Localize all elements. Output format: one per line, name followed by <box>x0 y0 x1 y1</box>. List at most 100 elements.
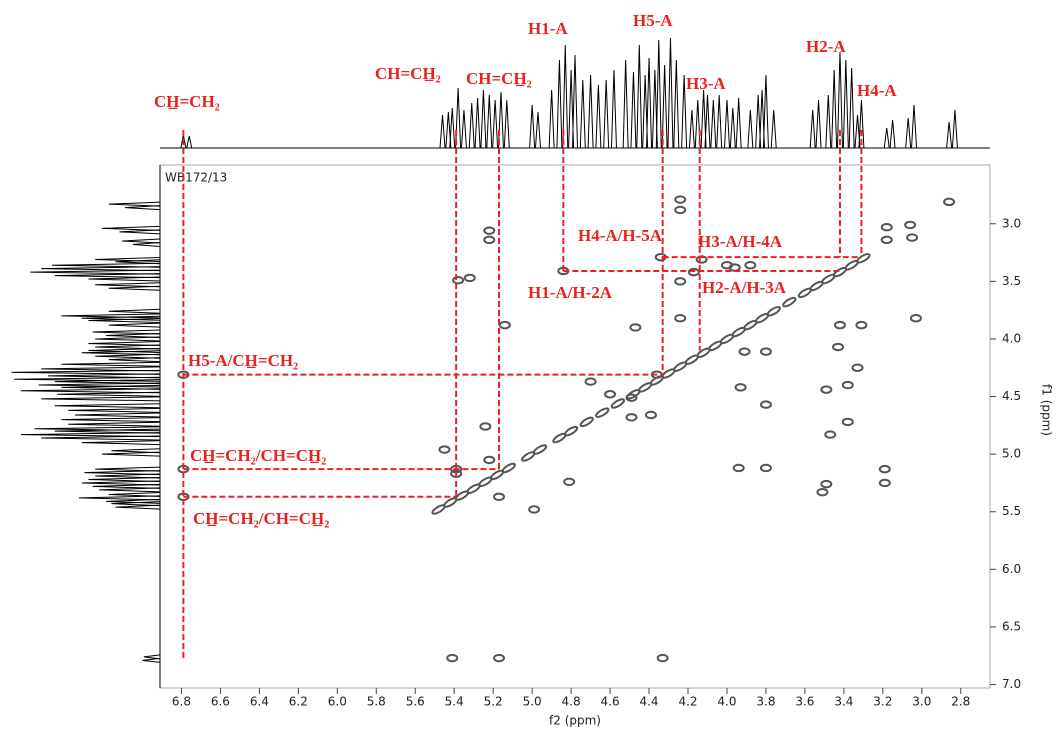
cross-peak-label: H3-A/H-4A <box>698 232 783 251</box>
diagonal-peak <box>610 398 626 409</box>
assignment-label: CH=CH̲₂ <box>375 64 441 83</box>
cross-peak <box>732 463 745 473</box>
x-tick-label: 5.4 <box>445 695 464 709</box>
top-projection-peak <box>655 39 662 149</box>
top-projection-peak <box>710 99 717 149</box>
left-projection-peak <box>61 417 161 423</box>
cross-peak <box>820 479 833 489</box>
left-projection-peak <box>108 491 161 497</box>
top-projection-peak <box>729 107 736 149</box>
left-projection-peak <box>143 654 161 660</box>
cross-peak <box>584 377 597 386</box>
top-projection-peak <box>579 79 586 149</box>
top-projection-peak <box>480 89 487 149</box>
cross-peak <box>563 477 576 486</box>
top-projection-peak <box>646 57 653 149</box>
cross-peak <box>744 261 757 270</box>
top-projection-peak <box>836 51 843 149</box>
cross-peak-label: H1-A/H-2A <box>528 283 613 302</box>
cross-peak <box>943 197 956 207</box>
diagonal-peak <box>856 253 871 264</box>
top-projection-peak <box>503 99 510 149</box>
top-projection-peak <box>562 44 569 149</box>
left-projection-peak <box>88 341 161 347</box>
x-tick-label: 5.0 <box>523 695 542 709</box>
top-projection-peak <box>636 44 643 149</box>
left-projection-peak <box>54 403 161 409</box>
cross-peak <box>674 314 687 323</box>
left-projection-peak <box>74 412 161 418</box>
left-projection-peak <box>41 435 161 441</box>
left-projection-peak <box>95 282 161 288</box>
cross-peak <box>483 226 496 235</box>
left-projection-peak <box>88 476 161 482</box>
y-tick-label: 4.5 <box>1002 389 1021 403</box>
left-projection-peak <box>81 480 161 486</box>
left-projection-peak <box>108 201 161 207</box>
cross-peak <box>674 205 687 215</box>
cross-peak <box>909 314 922 323</box>
cross-peak <box>816 487 829 497</box>
left-projection-peak <box>20 388 161 394</box>
diagonal-peak <box>563 425 579 437</box>
left-projection-peak <box>54 273 161 279</box>
top-projection-peak <box>460 109 467 149</box>
left-projection-peak <box>20 432 161 438</box>
assignment-label: H5-A <box>633 11 673 30</box>
diagonal-peak <box>766 306 781 317</box>
corner-label: WB172/13 <box>165 171 227 185</box>
x-tick-label: 6.0 <box>328 695 347 709</box>
left-projection-peak <box>57 391 161 397</box>
cross-peak <box>625 413 638 422</box>
cross-peak <box>904 220 917 230</box>
left-projection-peak <box>88 347 161 353</box>
assignment-label: CH=CH̲₂ <box>466 69 532 88</box>
y-tick-label: 6.5 <box>1002 619 1021 633</box>
cross-peak <box>878 464 891 474</box>
top-projection-peak <box>842 59 849 149</box>
x-tick-label: 5.6 <box>406 695 425 709</box>
left-projection-peak <box>105 498 161 504</box>
left-projection-peak <box>142 657 161 663</box>
left-projection-peak <box>51 262 161 268</box>
top-projection-peak <box>825 94 832 149</box>
left-projection-peak <box>41 396 161 402</box>
cross-peak <box>463 273 476 283</box>
left-projection-peak <box>108 322 161 328</box>
left-projection-peak <box>115 504 161 510</box>
top-projection-peak <box>186 135 193 149</box>
top-projection-peak <box>747 109 754 149</box>
top-projection-peak <box>735 97 742 149</box>
cross-peak <box>820 385 833 394</box>
top-projection-peak <box>716 94 723 149</box>
x-tick-label: 4.0 <box>717 695 736 709</box>
left-projection-peak <box>41 266 161 272</box>
left-projection-peak <box>95 353 161 359</box>
left-projection-peak <box>105 332 161 338</box>
top-projection-peak <box>661 64 668 149</box>
x-axis-label: f2 (ppm) <box>549 714 601 728</box>
cross-peak <box>483 235 496 245</box>
left-projection-peak <box>95 336 161 342</box>
x-tick-label: 4.2 <box>678 695 697 709</box>
cross-peak <box>832 342 845 352</box>
left-projection-peak <box>11 369 161 375</box>
cross-peak <box>759 463 772 473</box>
y-axis-label: f1 (ppm) <box>1040 384 1054 436</box>
top-projection-peak <box>486 94 493 149</box>
top-projection-peak <box>911 104 918 149</box>
left-projection-peak <box>84 470 161 476</box>
left-projection-peak <box>68 407 161 413</box>
left-projection-peak <box>68 421 161 427</box>
cross-peak-label: H2-A/H-3A <box>702 278 787 297</box>
top-projection-peak <box>455 87 462 149</box>
top-projection-peak <box>474 97 481 149</box>
x-tick-label: 3.0 <box>912 695 931 709</box>
cross-peak <box>687 267 700 277</box>
assignment-label: H2-A <box>806 37 846 56</box>
top-projection-peak <box>556 59 563 149</box>
cross-peak <box>851 363 864 372</box>
cross-peak <box>906 233 919 242</box>
